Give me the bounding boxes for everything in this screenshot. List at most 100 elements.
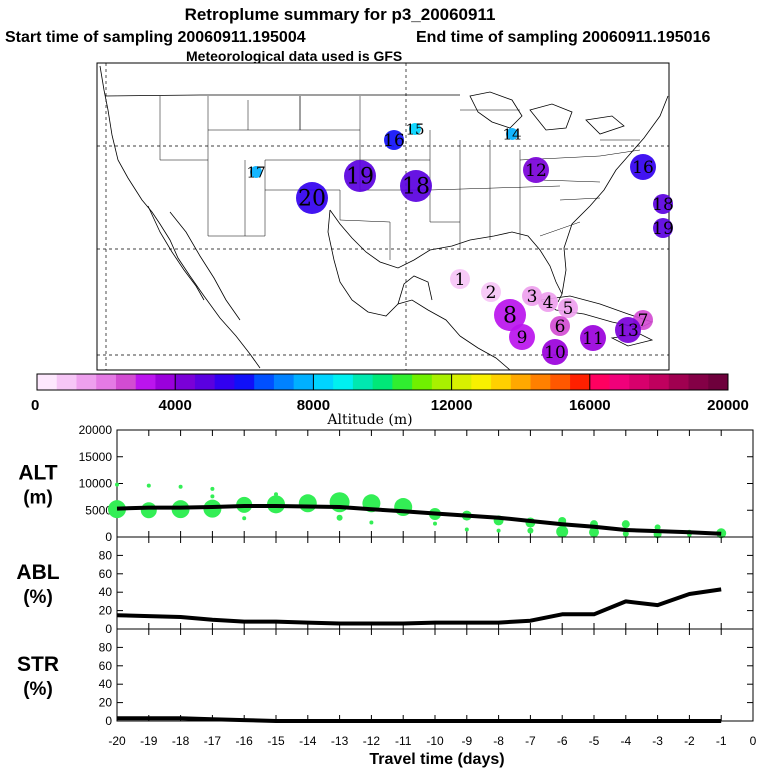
scatter-point	[108, 500, 126, 519]
scatter-point	[274, 492, 278, 497]
y-axis-unit: (%)	[23, 587, 53, 608]
colorbar-cell	[412, 374, 433, 390]
y-tick-label: 80	[99, 640, 113, 654]
x-tick-label: -13	[331, 734, 349, 748]
x-tick-label: -10	[426, 734, 444, 748]
y-tick-label: 20	[99, 604, 113, 618]
alt-line	[116, 504, 722, 536]
map-marker-13: 13	[615, 317, 641, 343]
scatter-point	[433, 521, 437, 526]
y-tick-label: 20000	[79, 423, 113, 437]
map-marker-dot	[538, 292, 558, 312]
x-tick-label: 0	[750, 734, 757, 748]
map-marker-19: 18	[400, 170, 432, 202]
y-tick-label: 0	[105, 530, 112, 544]
map-marker-label: 17	[246, 163, 265, 181]
x-tick-label: -7	[525, 734, 536, 748]
x-tick-label: -15	[267, 734, 285, 748]
map-marker-8: 8	[494, 299, 526, 331]
panel-str: 0 20 40 60 80 STR (%)	[17, 628, 754, 728]
colorbar-cell	[214, 374, 235, 390]
panel-abl: 0 20 40 60 80 ABL (%)	[16, 536, 754, 636]
scatter-point	[210, 494, 215, 499]
x-tick-label: -3	[652, 734, 663, 748]
colorbar-cell	[372, 374, 393, 390]
y-tick-label: 0	[105, 622, 112, 636]
map-marker-label: 2	[486, 283, 497, 303]
map-marker-label: 18	[402, 175, 430, 200]
map-marker-15: 15	[405, 120, 424, 138]
colorbar-cell	[471, 374, 492, 390]
scatter-point	[298, 494, 317, 513]
y-tick-label: 80	[99, 548, 113, 562]
y-tick-label: 20	[99, 696, 113, 710]
map-marker-label: 4	[543, 293, 554, 313]
map-marker-dot	[409, 123, 421, 135]
x-tick-label: -16	[236, 734, 254, 748]
y-tick-label: 40	[99, 677, 113, 691]
figure-title: Retroplume summary for p3_20060911	[185, 5, 496, 24]
map-marker-14: 14	[502, 125, 521, 143]
map-marker-16: 16	[383, 130, 405, 151]
colorbar-cell	[668, 374, 689, 390]
map-marker-dot	[558, 298, 578, 318]
map-marker-dot	[509, 324, 535, 350]
colorbar-cell	[510, 374, 531, 390]
scatter-point	[556, 525, 569, 538]
colorbar-cell	[37, 374, 58, 390]
x-tick-label: -8	[493, 734, 504, 748]
colorbar-cell	[609, 374, 630, 390]
x-tick-label: -5	[589, 734, 600, 748]
x-tick-label: -6	[557, 734, 568, 748]
map-gridlines	[97, 63, 669, 370]
map-marker-dot	[580, 325, 606, 351]
colorbar-cell	[293, 374, 314, 390]
map-marker-4: 4	[538, 292, 558, 313]
map-marker-dot	[542, 339, 568, 365]
colorbar-cell	[451, 374, 472, 390]
colorbar-cell	[688, 374, 709, 390]
map-marker-label: 1	[455, 270, 466, 290]
colorbar-tick-label: 16000	[569, 397, 611, 414]
colorbar-label: Altitude (m)	[326, 412, 412, 428]
colorbar-cell	[589, 374, 610, 390]
x-tick-label: -20	[108, 734, 126, 748]
start-time-label: Start time of sampling 20060911.195004	[5, 29, 306, 46]
y-tick-label: 40	[99, 585, 113, 599]
map-marker-23: 19	[652, 218, 674, 239]
map-marker-dot	[344, 160, 376, 192]
colorbar-tick-label: 20000	[707, 397, 749, 414]
colorbar-cell	[56, 374, 77, 390]
colorbar-cell	[570, 374, 591, 390]
colorbar-cell	[115, 374, 137, 390]
colorbar-cell	[333, 374, 354, 390]
map-marker-dot	[494, 299, 526, 331]
x-tick-label: -18	[172, 734, 190, 748]
map-marker-dot	[506, 128, 518, 140]
end-time-label: End time of sampling 20060911.195016	[416, 29, 710, 46]
y-tick-label: 5000	[85, 503, 112, 517]
colorbar-cell	[96, 374, 117, 390]
y-axis-title: STR	[17, 653, 59, 676]
map-marker-label: 3	[527, 287, 538, 307]
map-marker-label: 5	[563, 299, 574, 319]
x-tick-label: -9	[461, 734, 472, 748]
map-marker-2: 2	[481, 282, 501, 303]
scatter-point	[622, 530, 629, 537]
map-marker-label: 12	[525, 161, 547, 181]
map-marker-label: 10	[544, 343, 566, 363]
map-marker-dot	[653, 218, 673, 238]
map-marker-5: 5	[558, 298, 578, 319]
colorbar-cell	[175, 374, 196, 390]
colorbar-cell	[491, 374, 512, 390]
scatter-point	[178, 484, 183, 489]
scatter-point	[527, 527, 534, 534]
str-line	[117, 716, 722, 723]
colorbar-cell	[629, 374, 650, 390]
scatter-point	[210, 486, 215, 491]
colorbar-cell	[76, 374, 97, 390]
y-tick-label: 60	[99, 567, 113, 581]
x-axis-title: Travel time (days)	[369, 751, 504, 768]
